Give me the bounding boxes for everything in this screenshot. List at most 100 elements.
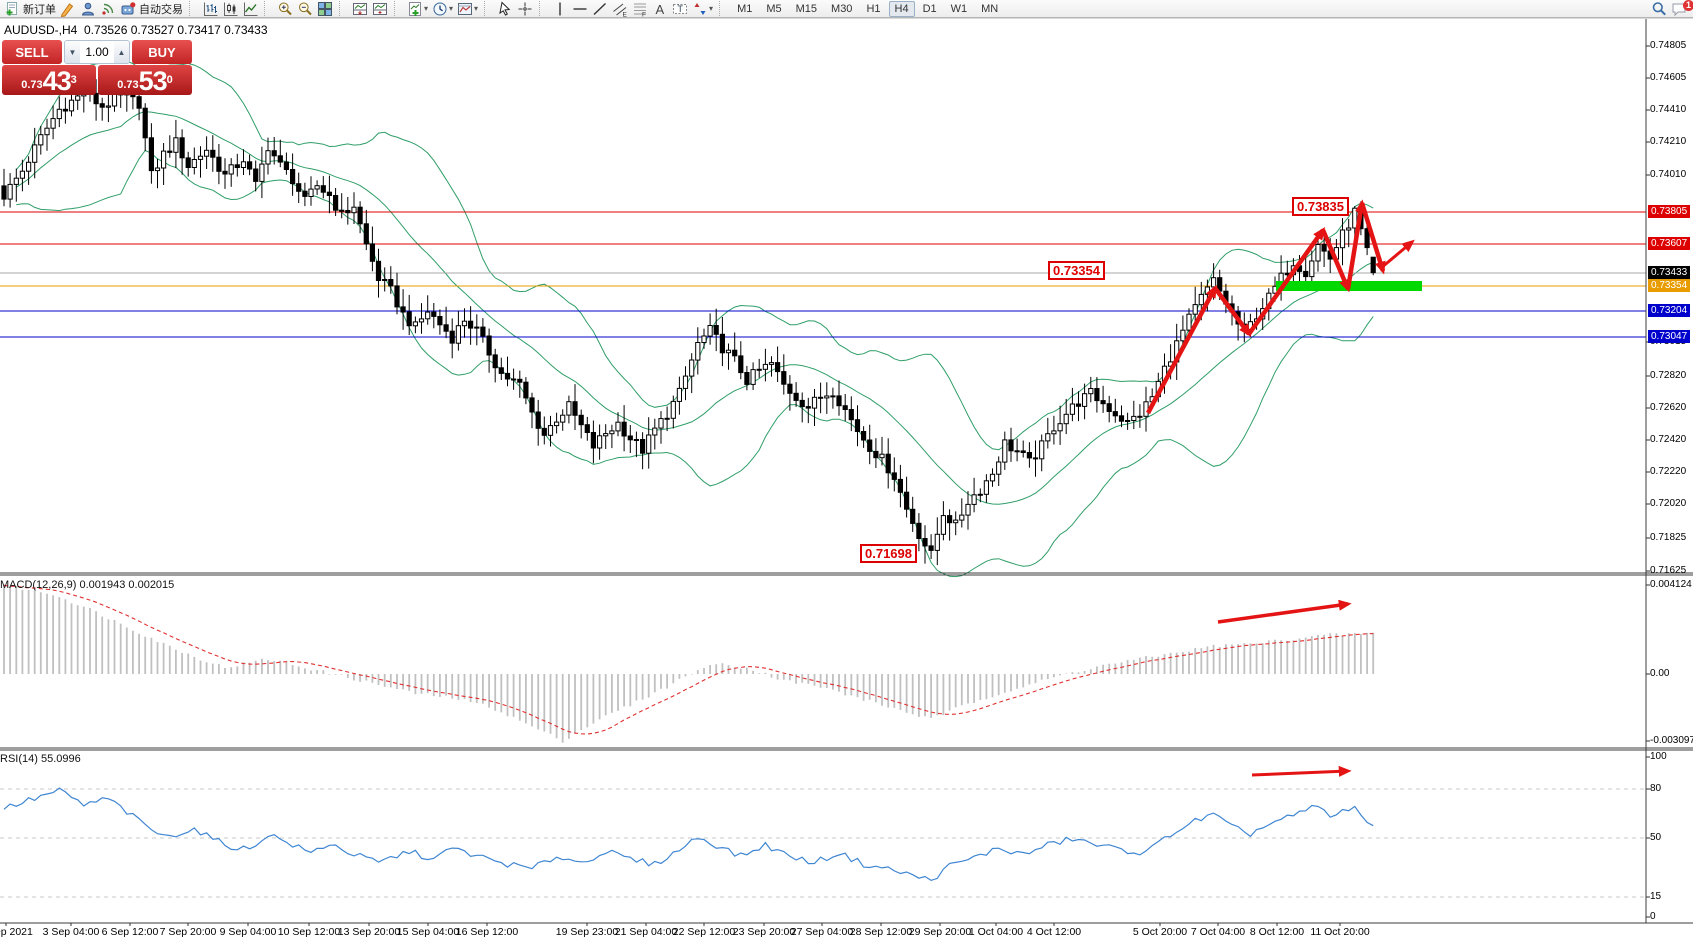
time-label: 1 Oct 04:00 bbox=[968, 926, 1024, 938]
chevron-down-icon[interactable]: ▾ bbox=[424, 4, 429, 13]
time-label: 19 Sep 23:00 bbox=[555, 926, 619, 938]
chat-button[interactable]: 1 bbox=[1669, 0, 1693, 18]
time-label: 6 Sep 12:00 bbox=[101, 926, 159, 938]
timeframe-M15-button[interactable]: M15 bbox=[795, 2, 818, 15]
autotrading-button[interactable]: 自动交易 bbox=[118, 0, 185, 17]
add-indicator-button[interactable]: ▾ bbox=[405, 0, 430, 17]
rsi-label: RSI(14) 55.0996 bbox=[0, 753, 81, 765]
price-annotation: 0.73354 bbox=[1048, 261, 1105, 280]
sell-price-sup: 3 bbox=[70, 74, 77, 86]
search-button[interactable] bbox=[1649, 1, 1669, 18]
chevron-down-icon[interactable]: ▾ bbox=[449, 4, 454, 13]
indicator-window-icon bbox=[353, 2, 367, 15]
zoom-in-icon bbox=[279, 2, 292, 15]
toolbar: 新订单 自动交易 ▾ ▾ ▾ E F A T ▾ M1 M5 M15 M30 H1 H4 D1 W1 MN 1 bbox=[0, 0, 1693, 18]
time-label: 5 Oct 20:00 bbox=[1132, 926, 1188, 938]
sell-price-prefix: 0.73 bbox=[21, 79, 43, 91]
zoom-in-button[interactable] bbox=[275, 0, 295, 17]
indicator-window-add-button[interactable] bbox=[370, 0, 390, 17]
volume-input[interactable] bbox=[80, 41, 114, 63]
cursor-button[interactable] bbox=[495, 0, 515, 17]
price-tick-label: 0.72820 bbox=[1650, 370, 1687, 381]
highlighter-button[interactable] bbox=[58, 0, 78, 17]
volume-increase-button[interactable]: ▲ bbox=[114, 41, 129, 63]
candlestick-chart-button[interactable] bbox=[220, 0, 240, 17]
new-order-button[interactable]: 新订单 bbox=[2, 0, 58, 17]
time-label: 9 Sep 04:00 bbox=[219, 926, 277, 938]
vertical-line-icon bbox=[559, 2, 561, 15]
sell-price[interactable]: 0.73 43 3 bbox=[2, 65, 96, 95]
price-tick-label: 0.71825 bbox=[1650, 532, 1687, 543]
indicator-window-button[interactable] bbox=[350, 0, 370, 17]
price-tick-label: 0.72220 bbox=[1650, 466, 1687, 477]
autotrading-label: 自动交易 bbox=[139, 3, 183, 16]
toolbar-separator bbox=[539, 1, 547, 16]
text-label-icon: T bbox=[673, 3, 688, 14]
time-label: 10 Sep 12:00 bbox=[277, 926, 341, 938]
timeframe-H1-button[interactable]: H1 bbox=[866, 2, 881, 15]
toolbar-right: 1 bbox=[1649, 0, 1693, 18]
fibonacci-button[interactable]: F bbox=[630, 0, 650, 17]
buy-price[interactable]: 0.73 53 0 bbox=[98, 65, 192, 95]
timeframe-D1-button[interactable]: D1 bbox=[922, 2, 937, 15]
trendline-icon bbox=[593, 2, 607, 15]
price-badge: 0.73354 bbox=[1648, 279, 1691, 292]
search-icon bbox=[1652, 2, 1666, 16]
text-label-button[interactable]: T bbox=[670, 0, 690, 17]
timeframe-M30-button[interactable]: M30 bbox=[831, 2, 853, 15]
timeframe-M5-button[interactable]: M5 bbox=[766, 2, 782, 15]
price-annotation: 0.71698 bbox=[860, 544, 917, 563]
time-label: 8 Oct 12:00 bbox=[1249, 926, 1305, 938]
toolbar-separator bbox=[264, 1, 272, 16]
price-tick-label: 0.74010 bbox=[1650, 169, 1687, 180]
line-chart-button[interactable] bbox=[240, 0, 260, 17]
periods-button[interactable]: ▾ bbox=[430, 0, 455, 17]
svg-text:F: F bbox=[642, 11, 646, 17]
toolbar-separator bbox=[189, 1, 197, 16]
time-label: 21 Sep 04:00 bbox=[614, 926, 678, 938]
symbol-ohlc-label: AUDUSD-,H4 0.73526 0.73527 0.73417 0.734… bbox=[4, 23, 268, 37]
templates-icon bbox=[458, 2, 473, 15]
timeframe-MN-button[interactable]: MN bbox=[981, 2, 999, 15]
equidistant-channel-icon: E bbox=[613, 3, 628, 17]
price-badge: 0.73204 bbox=[1648, 304, 1691, 317]
notification-badge: 1 bbox=[1683, 0, 1693, 11]
sell-price-big: 43 bbox=[42, 66, 72, 96]
equidistant-channel-button[interactable]: E bbox=[610, 0, 630, 17]
zoom-out-button[interactable] bbox=[295, 0, 315, 17]
time-label: 11 Oct 20:00 bbox=[1310, 926, 1370, 938]
sell-button[interactable]: SELL bbox=[2, 40, 62, 64]
time-label: 29 Sep 20:00 bbox=[908, 926, 972, 938]
buy-price-prefix: 0.73 bbox=[117, 79, 139, 91]
arrows-icon bbox=[694, 2, 706, 15]
timeframe-M1-button[interactable]: M1 bbox=[737, 2, 753, 15]
horizontal-line-button[interactable] bbox=[570, 0, 590, 17]
timeframe-W1-button[interactable]: W1 bbox=[950, 2, 968, 15]
time-label: 3 Sep 04:00 bbox=[42, 926, 100, 938]
macd-tick-label: -0.003097 bbox=[1650, 735, 1693, 746]
cursor-icon bbox=[499, 0, 511, 16]
new-order-icon bbox=[6, 1, 17, 15]
tile-windows-button[interactable] bbox=[315, 0, 335, 17]
chevron-down-icon[interactable]: ▾ bbox=[474, 4, 479, 13]
highlighter-icon bbox=[60, 2, 74, 17]
timeframe-H4-button[interactable]: H4 bbox=[888, 0, 915, 17]
arrows-button[interactable]: ▾ bbox=[690, 0, 715, 17]
signals-button[interactable] bbox=[98, 0, 118, 17]
volume-stepper: ▼ ▲ bbox=[64, 40, 130, 64]
price-tick-label: 0.72420 bbox=[1650, 434, 1687, 445]
volume-decrease-button[interactable]: ▼ bbox=[65, 41, 80, 63]
text-button[interactable]: A bbox=[650, 0, 670, 17]
price-tick-label: 0.74410 bbox=[1650, 104, 1687, 115]
bar-chart-button[interactable] bbox=[200, 0, 220, 17]
svg-text:E: E bbox=[623, 11, 628, 17]
crosshair-button[interactable] bbox=[515, 0, 535, 17]
vertical-line-button[interactable] bbox=[550, 0, 570, 17]
indicator-window-add-icon bbox=[373, 2, 387, 15]
chevron-down-icon[interactable]: ▾ bbox=[709, 4, 714, 13]
buy-button[interactable]: BUY bbox=[132, 40, 192, 64]
trendline-button[interactable] bbox=[590, 0, 610, 17]
profile-button[interactable] bbox=[78, 0, 98, 17]
templates-button[interactable]: ▾ bbox=[455, 0, 480, 17]
